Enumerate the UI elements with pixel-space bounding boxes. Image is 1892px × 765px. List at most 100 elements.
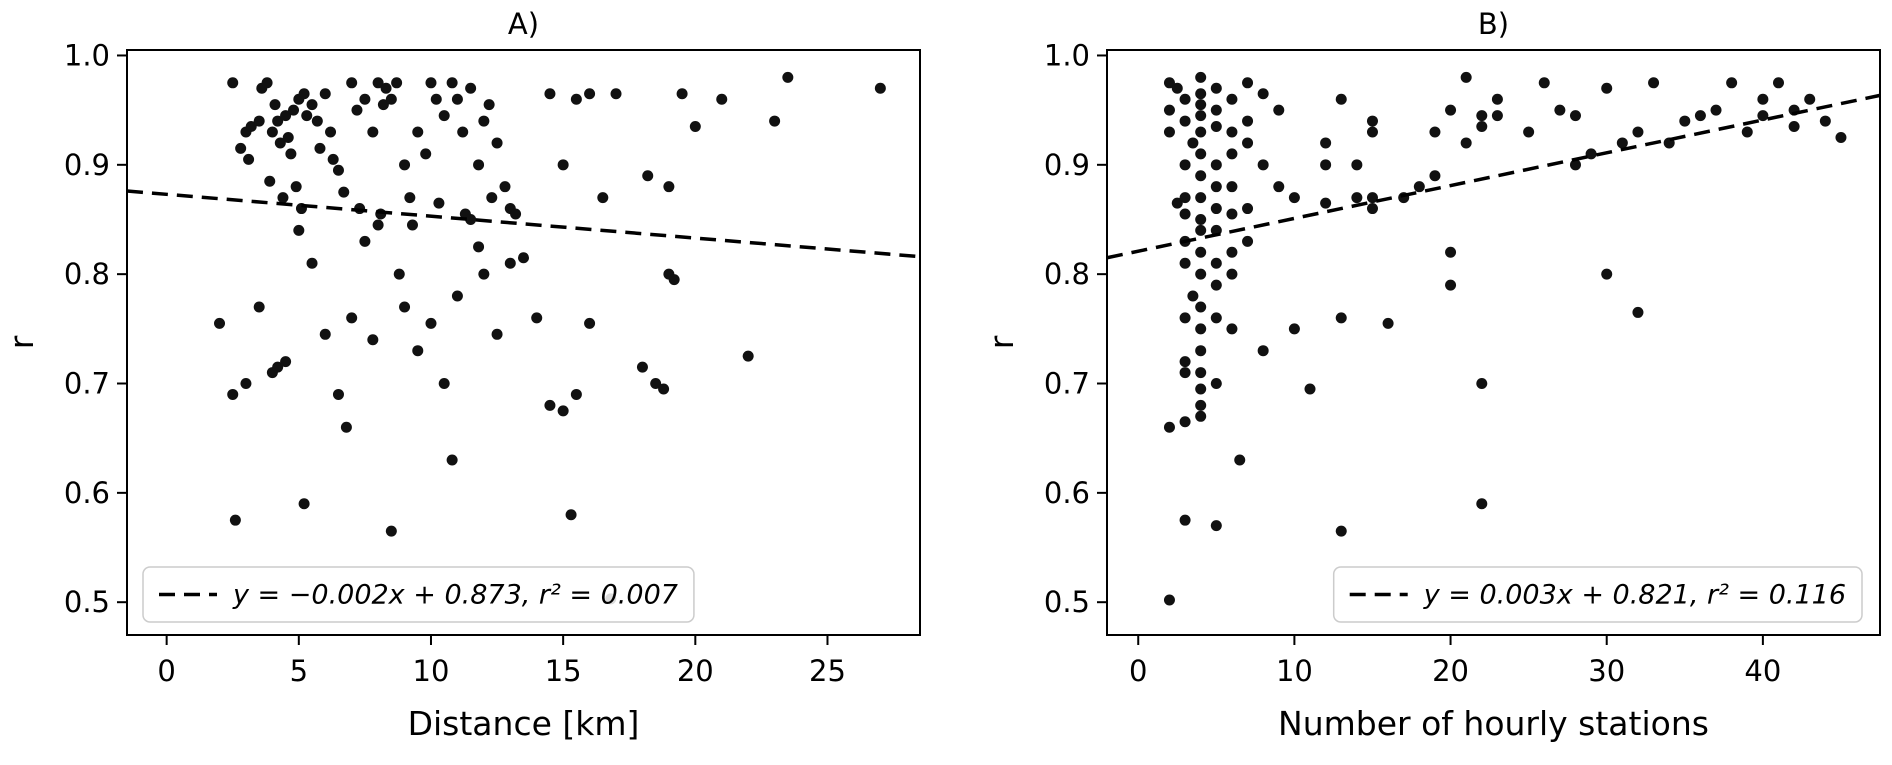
scatter-point (465, 82, 477, 94)
scatter-point (1648, 77, 1660, 89)
y-tick-label: 0.9 (1044, 148, 1090, 182)
scatter-point (1601, 82, 1613, 94)
scatter-point (1179, 416, 1191, 428)
scatter-point (412, 345, 424, 357)
x-tick-label: 20 (677, 654, 714, 688)
x-tick-label: 30 (1588, 654, 1625, 688)
scatter-point (1288, 323, 1300, 335)
scatter-point (266, 126, 278, 138)
scatter-point (327, 153, 339, 165)
y-tick-label: 0.7 (1044, 367, 1090, 401)
scatter-point (261, 77, 273, 89)
scatter-point (478, 268, 490, 280)
scatter-point (1210, 181, 1222, 193)
scatter-point (1242, 115, 1254, 127)
scatter-point (290, 181, 302, 193)
axes-box (126, 49, 921, 636)
scatter-point (1195, 268, 1207, 280)
scatter-point (1445, 279, 1457, 291)
scatter-point (1632, 126, 1644, 138)
scatter-point (1210, 159, 1222, 171)
scatter-point (425, 77, 437, 89)
panel-A: 0 5 10 15 20 25 0.5 0.6 0.7 0.8 0.9 1.0 A) Distance [… (2, 7, 921, 743)
scatter-point (531, 312, 543, 324)
scatter-point (1195, 246, 1207, 258)
scatter-point (1171, 82, 1183, 94)
scatter-point (227, 77, 239, 89)
scatter-point (1320, 159, 1332, 171)
trendline (1106, 93, 1881, 260)
scatter-point (412, 126, 424, 138)
scatter-point (264, 175, 276, 187)
scatter-point (1523, 126, 1535, 138)
scatter-point (274, 137, 286, 149)
y-axis-label: r (982, 335, 1021, 349)
scatter-point (430, 93, 442, 105)
scatter-point (235, 142, 247, 154)
scatter-point (425, 317, 437, 329)
scatter-point (1772, 77, 1784, 89)
scatter-point (1538, 77, 1550, 89)
scatter-point (1554, 104, 1566, 116)
scatter-point (465, 213, 477, 225)
scatter-point (325, 126, 337, 138)
scatter-point (1366, 192, 1378, 204)
scatter-point (1242, 77, 1254, 89)
scatter-point (1445, 246, 1457, 258)
scatter-point (1195, 410, 1207, 422)
scatter-point (544, 399, 556, 411)
scatter-point (1694, 110, 1706, 122)
scatter-point (1351, 159, 1363, 171)
legend: y = −0.002x + 0.873, r² = 0.007 (142, 566, 695, 623)
y-tick-label: 1.0 (64, 38, 110, 72)
scatter-point (689, 121, 701, 133)
scatter-point (1476, 498, 1488, 510)
scatter-point (1351, 192, 1363, 204)
scatter-point (473, 241, 485, 253)
scatter-point (372, 77, 384, 89)
scatter-point (1382, 317, 1394, 329)
scatter-point (277, 192, 289, 204)
scatter-point (1616, 137, 1628, 149)
scatter-point (301, 110, 313, 122)
scatter-point (1741, 126, 1753, 138)
scatter-point (636, 361, 648, 373)
scatter-point (380, 82, 392, 94)
x-tick-label: 10 (1276, 654, 1313, 688)
scatter-point (1226, 126, 1238, 138)
scatter-point (1179, 93, 1191, 105)
scatter-point (663, 181, 675, 193)
x-tick-label: 20 (1432, 654, 1469, 688)
scatter-point (1429, 170, 1441, 182)
scatter-point (1179, 514, 1191, 526)
scatter-point (1195, 126, 1207, 138)
scatter-point (306, 99, 318, 111)
scatter-point (1210, 312, 1222, 324)
scatter-point (229, 514, 241, 526)
scatter-point (782, 71, 794, 83)
scatter-point (1476, 110, 1488, 122)
scatter-point (1195, 345, 1207, 357)
scatter-point (1491, 110, 1503, 122)
scatter-point (1257, 88, 1269, 100)
scatter-point (1288, 192, 1300, 204)
scatter-point (1195, 224, 1207, 236)
scatter-point (420, 148, 432, 160)
scatter-point (565, 509, 577, 521)
scatter-point (1304, 383, 1316, 395)
scatter-point (1195, 213, 1207, 225)
legend-label: y = 0.003x + 0.821, r² = 0.116 (1423, 580, 1846, 611)
scatter-point (642, 170, 654, 182)
scatter-point (1226, 181, 1238, 193)
scatter-point (1226, 323, 1238, 335)
scatter-point (332, 388, 344, 400)
scatter-point (1195, 99, 1207, 111)
scatter-point (1569, 110, 1581, 122)
scatter-point (1601, 268, 1613, 280)
scatter-point (399, 301, 411, 313)
scatter-point (491, 328, 503, 340)
scatter-point (504, 257, 516, 269)
scatter-point (1163, 77, 1175, 89)
scatter-point (1234, 454, 1246, 466)
